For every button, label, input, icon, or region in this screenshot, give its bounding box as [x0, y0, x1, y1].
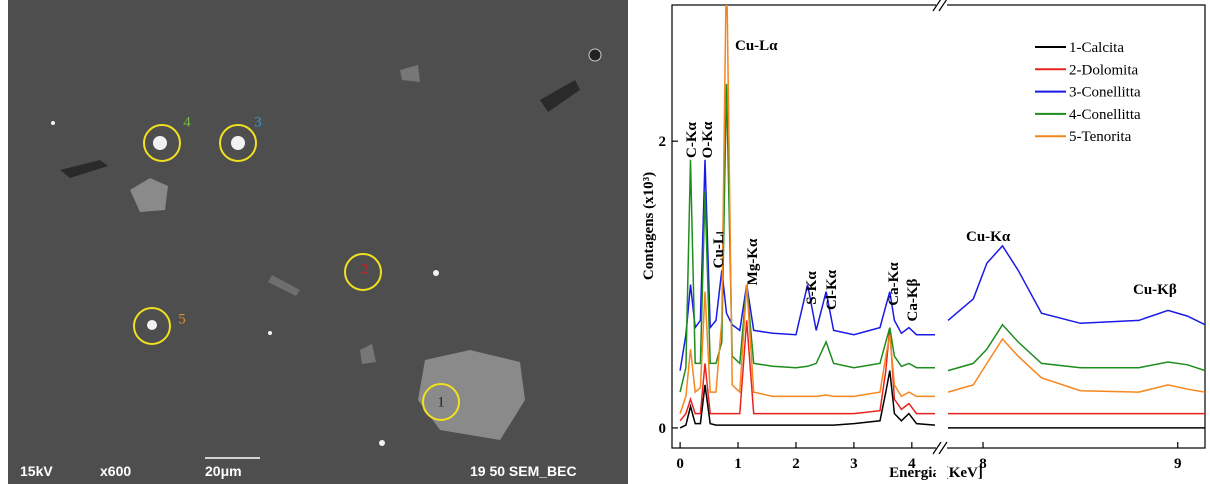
- peak-annotation: Mg-Kα: [745, 238, 761, 285]
- y-axis-label: Contagens (x10³): [641, 172, 657, 280]
- particle: [268, 331, 272, 335]
- footer-text: 20μm: [205, 463, 242, 479]
- x-tick-label: 9: [1174, 456, 1182, 472]
- x-tick-label: 4: [908, 456, 916, 472]
- axis-break-gap: [936, 0, 947, 484]
- y-tick-label: 2: [659, 134, 667, 150]
- marker-label: 5: [178, 311, 186, 327]
- x-tick-label: 3: [850, 456, 858, 472]
- footer-text: 15kV: [20, 463, 53, 479]
- legend-label: 3-Conellitta: [1069, 85, 1141, 101]
- peak-annotation: Cu-Lα: [735, 38, 778, 54]
- marker-label: 3: [254, 114, 262, 130]
- legend-label: 2-Dolomita: [1069, 62, 1138, 78]
- peak-annotation: Cl-Kα: [824, 269, 840, 310]
- marker-label: 4: [183, 114, 191, 130]
- particle: [147, 320, 157, 330]
- figure: 1234515kVx60020μm19 50 SEM_BEC Energia […: [0, 0, 1210, 484]
- peak-annotation: Ca-Kβ: [905, 278, 921, 321]
- particle: [231, 136, 245, 150]
- footer-text: x600: [100, 463, 131, 479]
- peak-annotation: Cu-Kα: [966, 229, 1011, 245]
- pore: [589, 49, 601, 61]
- peak-annotation: Cu-Lₗ: [711, 231, 727, 268]
- footer-text: 19 50 SEM_BEC: [470, 463, 577, 479]
- legend-label: 4-Conellitta: [1069, 107, 1141, 123]
- x-tick-label: 8: [979, 456, 987, 472]
- x-tick-label: 1: [734, 456, 742, 472]
- page: 1234515kVx60020μm19 50 SEM_BEC Energia […: [0, 0, 1210, 484]
- x-tick-label: 0: [676, 456, 684, 472]
- legend-label: 5-Tenorita: [1069, 129, 1132, 145]
- x-tick-label: 2: [792, 456, 800, 472]
- peak-annotation: Ca-Kα: [886, 262, 902, 306]
- peak-annotation: Cu-Kβ: [1133, 282, 1177, 298]
- peak-annotation: O-Kα: [700, 121, 716, 158]
- legend-label: 1-Calcita: [1069, 40, 1124, 56]
- peak-annotation: S-Kα: [804, 271, 820, 305]
- particle: [153, 136, 167, 150]
- peak-annotation: C-Kα: [684, 121, 700, 157]
- sem-background: [8, 0, 628, 484]
- sem-image: [8, 0, 628, 484]
- marker-label: 2: [361, 261, 369, 277]
- particle: [379, 440, 385, 446]
- particle: [433, 270, 439, 276]
- particle: [51, 121, 55, 125]
- y-tick-label: 0: [659, 421, 667, 437]
- marker-label: 1: [437, 394, 445, 410]
